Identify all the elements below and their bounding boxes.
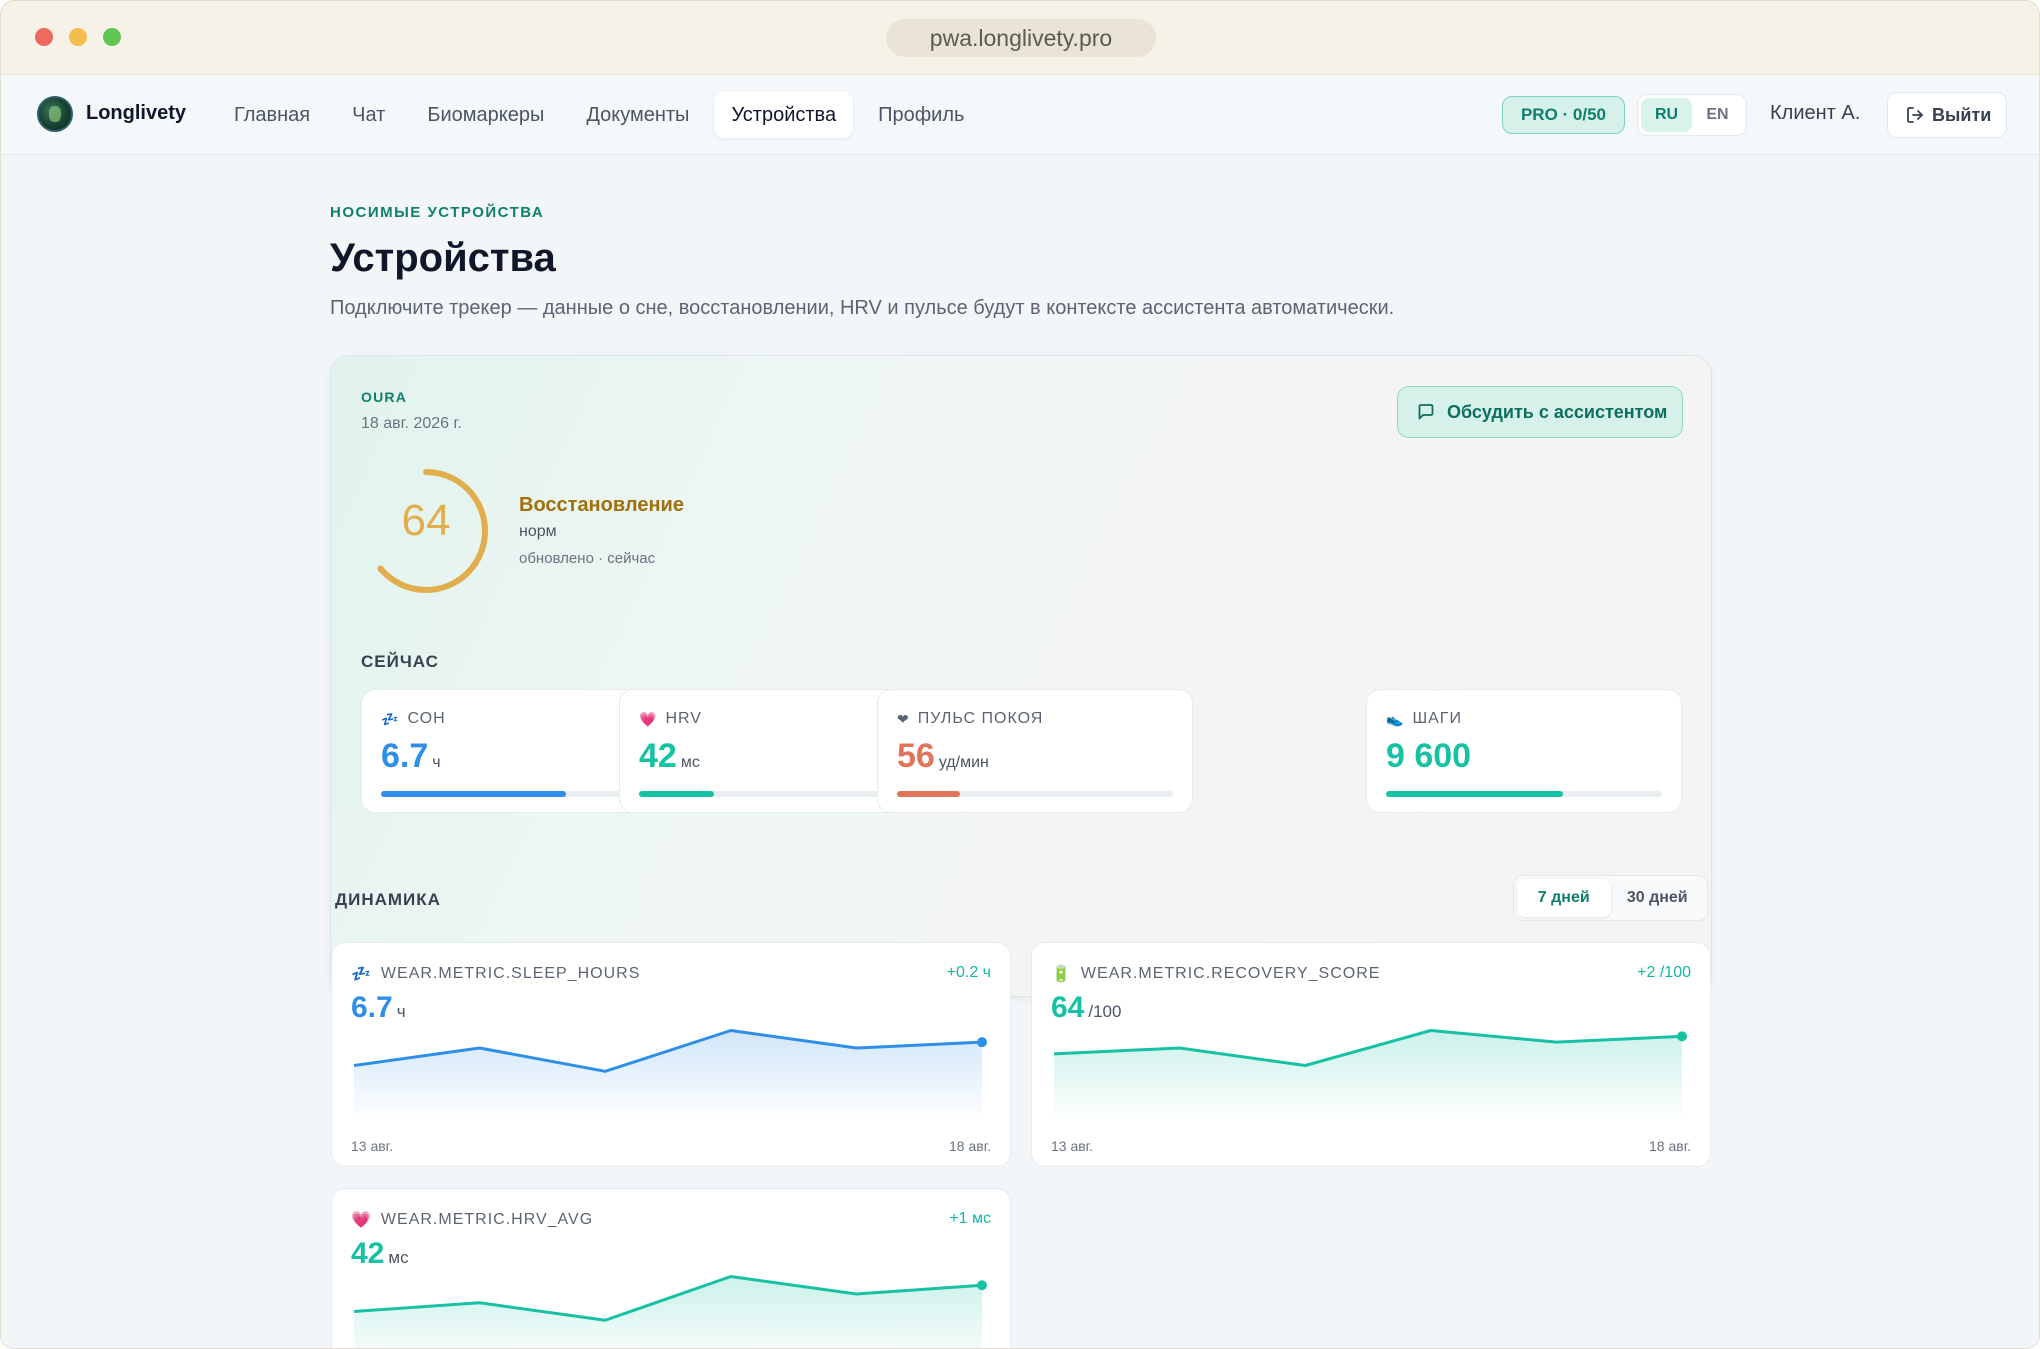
chart-plot bbox=[353, 1029, 987, 1123]
range-7-days-button[interactable]: 7 дней bbox=[1517, 879, 1611, 917]
chart-x-start-label: 13 авг. bbox=[1051, 1138, 1093, 1154]
page-subtitle: Подключите трекер — данные о сне, восста… bbox=[330, 297, 1395, 319]
metric-value: 6.7 ч bbox=[381, 737, 441, 775]
device-date: 18 авг. 2026 г. bbox=[361, 415, 462, 432]
chart-card-sleep-hours[interactable]: 💤 WEAR.METRIC.SLEEP_HOURS +0.2 ч 6.7 ч 13 … bbox=[331, 942, 1011, 1167]
metric-progress-fill bbox=[639, 791, 714, 797]
battery-icon: 🔋 bbox=[1051, 966, 1072, 983]
close-window-button[interactable] bbox=[35, 28, 53, 46]
metric-progress-track bbox=[897, 791, 1173, 797]
logout-icon bbox=[1907, 107, 1923, 123]
dynamics-section-label: ДИНАМИКА bbox=[335, 890, 441, 909]
metric-progress-track bbox=[639, 791, 915, 797]
main-content: НОСИМЫЕ УСТРОЙСТВА Устройства Подключите… bbox=[1, 156, 2039, 1348]
chart-value: 6.7 ч bbox=[351, 991, 406, 1024]
language-ru-button[interactable]: RU bbox=[1641, 98, 1692, 132]
metric-value: 56 уд/мин bbox=[897, 737, 989, 775]
chart-title: WEAR.METRIC.SLEEP_HOURS bbox=[380, 965, 641, 982]
chart-delta: +1 мс bbox=[949, 1210, 991, 1227]
nav-link-profile[interactable]: Профиль bbox=[878, 104, 965, 126]
nav-link-documents[interactable]: Документы bbox=[586, 104, 690, 126]
chart-area-fill bbox=[1054, 1030, 1682, 1123]
chart-series-line bbox=[353, 1275, 983, 1322]
minimize-window-button[interactable] bbox=[69, 28, 87, 46]
chart-card-hrv-avg[interactable]: 💗 WEAR.METRIC.HRV_AVG +1 мс 42 мс bbox=[331, 1188, 1011, 1348]
page-title: Устройства bbox=[330, 236, 556, 280]
brand-name[interactable]: Longlivety bbox=[86, 102, 187, 124]
device-card: OURA 18 авг. 2026 г. Обсудить с ассистен… bbox=[330, 355, 1712, 997]
chart-x-end-label: 18 авг. bbox=[949, 1138, 991, 1154]
recovery-updated: обновлено · сейчас bbox=[519, 550, 656, 567]
metric-progress-fill bbox=[381, 791, 566, 797]
chart-title: WEAR.METRIC.RECOVERY_SCORE bbox=[1080, 965, 1381, 982]
heart-icon: 💗 bbox=[351, 1212, 372, 1229]
metric-progress-track bbox=[1386, 791, 1662, 797]
sleep-icon: 💤 bbox=[381, 710, 400, 727]
page-eyebrow: НОСИМЫЕ УСТРОЙСТВА bbox=[330, 204, 545, 221]
heart-icon: 💗 bbox=[639, 710, 658, 727]
chart-plot bbox=[1053, 1029, 1687, 1123]
sleep-icon: 💤 bbox=[351, 966, 372, 983]
discuss-with-assistant-button[interactable]: Обсудить с ассистентом bbox=[1397, 386, 1683, 438]
maximize-window-button[interactable] bbox=[103, 28, 121, 46]
range-switch: 7 дней 30 дней bbox=[1513, 875, 1708, 921]
chart-area-fill bbox=[354, 1030, 982, 1123]
metric-label: ШАГИ bbox=[1412, 710, 1462, 727]
chart-series-line bbox=[353, 1029, 983, 1073]
recovery-ring bbox=[364, 469, 488, 593]
language-en-button[interactable]: EN bbox=[1706, 106, 1729, 123]
recovery-title: Восстановление bbox=[519, 494, 684, 516]
plan-badge[interactable]: PRO · 0/50 bbox=[1502, 96, 1625, 134]
chart-title: WEAR.METRIC.HRV_AVG bbox=[380, 1211, 594, 1228]
chart-last-point bbox=[1677, 1031, 1687, 1042]
metric-card-resting-pulse[interactable]: ❤ ПУЛЬС ПОКОЯ 56 уд/мин bbox=[877, 689, 1193, 813]
recovery-ring-arc bbox=[364, 469, 488, 593]
recovery-score: 64 bbox=[401, 496, 451, 545]
device-name: OURA bbox=[361, 389, 408, 405]
nav-link-chat[interactable]: Чат bbox=[352, 104, 386, 126]
chart-value: 64/100 bbox=[1051, 991, 1122, 1024]
pulse-icon: ❤ bbox=[897, 710, 910, 727]
nav-link-biomarkers[interactable]: Биомаркеры bbox=[427, 104, 545, 126]
chart-card-recovery-score[interactable]: 🔋 WEAR.METRIC.RECOVERY_SCORE +2 /100 64/1… bbox=[1031, 942, 1711, 1167]
range-30-days-button[interactable]: 30 дней bbox=[1626, 889, 1688, 906]
metric-card-steps[interactable]: 👟 ШАГИ 9 600 bbox=[1366, 689, 1682, 813]
steps-icon: 👟 bbox=[1386, 710, 1405, 727]
discuss-label: Обсудить с ассистентом bbox=[1447, 402, 1668, 422]
chart-delta: +2 /100 bbox=[1637, 964, 1691, 981]
nav-link-home[interactable]: Главная bbox=[234, 104, 311, 126]
browser-titlebar: pwa.longlivety.pro bbox=[1, 1, 2039, 75]
chart-x-start-label: 13 авг. bbox=[351, 1138, 393, 1154]
chart-last-point bbox=[977, 1280, 987, 1291]
logout-button[interactable]: Выйти bbox=[1887, 92, 2007, 138]
metric-progress-fill bbox=[897, 791, 961, 797]
top-navbar: Longlivety Главная Чат Биомаркеры Докуме… bbox=[1, 75, 2039, 155]
chart-last-point bbox=[977, 1037, 987, 1048]
metric-value: 9 600 bbox=[1386, 737, 1472, 775]
metric-label: HRV bbox=[665, 710, 702, 727]
chart-plot bbox=[353, 1275, 987, 1348]
nav-link-devices[interactable]: Устройства bbox=[714, 92, 854, 138]
language-switch: RU EN bbox=[1637, 94, 1747, 136]
metric-label: СОН bbox=[407, 710, 446, 727]
chat-icon bbox=[1418, 404, 1434, 420]
metric-label: ПУЛЬС ПОКОЯ bbox=[917, 710, 1044, 727]
chart-area-fill bbox=[354, 1276, 982, 1348]
metric-value: 42 мс bbox=[639, 737, 700, 775]
recovery-status: норм bbox=[519, 523, 557, 540]
address-bar[interactable]: pwa.longlivety.pro bbox=[886, 19, 1156, 57]
main-nav: Главная Чат Биомаркеры Документы Устройс… bbox=[217, 92, 981, 138]
brand-logo[interactable] bbox=[37, 96, 73, 132]
chart-delta: +0.2 ч bbox=[946, 964, 991, 981]
metric-progress-fill bbox=[1386, 791, 1563, 797]
chart-series-line bbox=[1053, 1029, 1683, 1067]
user-name[interactable]: Клиент А. bbox=[1770, 102, 1861, 124]
chart-value: 42 мс bbox=[351, 1237, 409, 1270]
logout-label: Выйти bbox=[1932, 105, 1992, 125]
now-section-label: СЕЙЧАС bbox=[361, 652, 439, 671]
chart-x-end-label: 18 авг. bbox=[1649, 1138, 1691, 1154]
metric-progress-track bbox=[381, 791, 657, 797]
